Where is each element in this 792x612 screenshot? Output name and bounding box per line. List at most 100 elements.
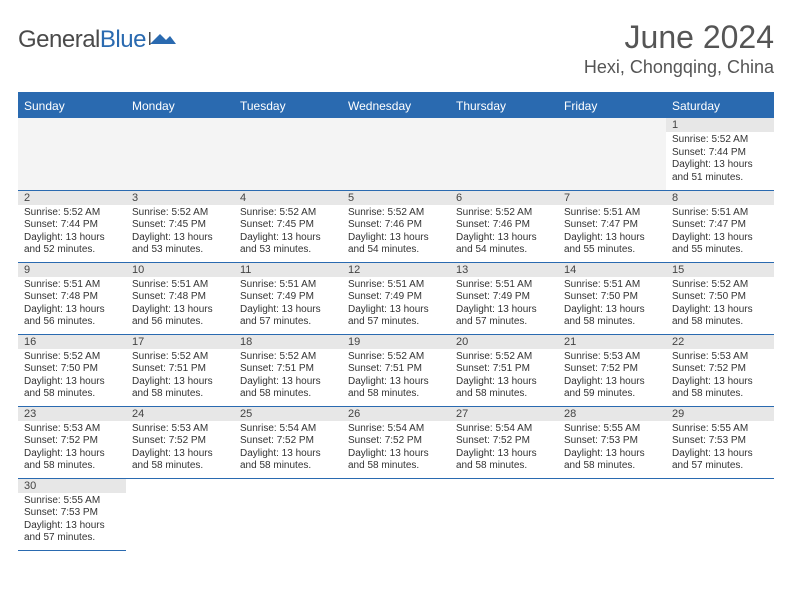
day-number: 10 [126,263,234,277]
calendar-day-cell [234,478,342,550]
calendar-day-cell [666,478,774,550]
day-details: Sunrise: 5:54 AMSunset: 7:52 PMDaylight:… [450,421,558,477]
day-number: 9 [18,263,126,277]
calendar-day-cell [342,118,450,190]
day-details: Sunrise: 5:51 AMSunset: 7:48 PMDaylight:… [126,277,234,333]
day-number: 26 [342,407,450,421]
calendar-day-cell: 24Sunrise: 5:53 AMSunset: 7:52 PMDayligh… [126,406,234,478]
day-details: Sunrise: 5:54 AMSunset: 7:52 PMDaylight:… [234,421,342,477]
day-details: Sunrise: 5:55 AMSunset: 7:53 PMDaylight:… [558,421,666,477]
calendar-day-cell: 4Sunrise: 5:52 AMSunset: 7:45 PMDaylight… [234,190,342,262]
calendar-day-cell: 5Sunrise: 5:52 AMSunset: 7:46 PMDaylight… [342,190,450,262]
day-number: 1 [666,118,774,132]
calendar-week-row: 16Sunrise: 5:52 AMSunset: 7:50 PMDayligh… [18,334,774,406]
title-block: June 2024 Hexi, Chongqing, China [584,20,774,78]
day-number: 21 [558,335,666,349]
calendar-day-cell: 28Sunrise: 5:55 AMSunset: 7:53 PMDayligh… [558,406,666,478]
calendar-day-cell: 8Sunrise: 5:51 AMSunset: 7:47 PMDaylight… [666,190,774,262]
calendar-day-cell [126,118,234,190]
day-details: Sunrise: 5:53 AMSunset: 7:52 PMDaylight:… [558,349,666,405]
day-details: Sunrise: 5:52 AMSunset: 7:50 PMDaylight:… [666,277,774,333]
day-number: 17 [126,335,234,349]
calendar-day-cell: 15Sunrise: 5:52 AMSunset: 7:50 PMDayligh… [666,262,774,334]
day-details: Sunrise: 5:52 AMSunset: 7:51 PMDaylight:… [342,349,450,405]
day-number: 6 [450,191,558,205]
day-details: Sunrise: 5:53 AMSunset: 7:52 PMDaylight:… [18,421,126,477]
day-number: 29 [666,407,774,421]
day-details: Sunrise: 5:53 AMSunset: 7:52 PMDaylight:… [126,421,234,477]
calendar-day-cell [450,478,558,550]
calendar-day-cell: 9Sunrise: 5:51 AMSunset: 7:48 PMDaylight… [18,262,126,334]
logo-text-blue: Blue [100,26,146,53]
day-details: Sunrise: 5:52 AMSunset: 7:44 PMDaylight:… [18,205,126,261]
day-number: 20 [450,335,558,349]
day-details: Sunrise: 5:52 AMSunset: 7:45 PMDaylight:… [126,205,234,261]
calendar-day-cell [234,118,342,190]
day-number: 7 [558,191,666,205]
day-details: Sunrise: 5:51 AMSunset: 7:47 PMDaylight:… [666,205,774,261]
calendar-day-cell: 1Sunrise: 5:52 AMSunset: 7:44 PMDaylight… [666,118,774,190]
day-details: Sunrise: 5:51 AMSunset: 7:49 PMDaylight:… [234,277,342,333]
calendar-day-cell: 2Sunrise: 5:52 AMSunset: 7:44 PMDaylight… [18,190,126,262]
day-details: Sunrise: 5:55 AMSunset: 7:53 PMDaylight:… [666,421,774,477]
day-number: 11 [234,263,342,277]
calendar-day-cell [450,118,558,190]
calendar-day-cell: 29Sunrise: 5:55 AMSunset: 7:53 PMDayligh… [666,406,774,478]
calendar-day-cell: 3Sunrise: 5:52 AMSunset: 7:45 PMDaylight… [126,190,234,262]
calendar-day-cell: 30Sunrise: 5:55 AMSunset: 7:53 PMDayligh… [18,478,126,550]
calendar-table: SundayMondayTuesdayWednesdayThursdayFrid… [18,92,774,551]
calendar-day-cell: 12Sunrise: 5:51 AMSunset: 7:49 PMDayligh… [342,262,450,334]
day-details: Sunrise: 5:51 AMSunset: 7:50 PMDaylight:… [558,277,666,333]
day-number: 12 [342,263,450,277]
day-details: Sunrise: 5:54 AMSunset: 7:52 PMDaylight:… [342,421,450,477]
weekday-header: Wednesday [342,93,450,118]
day-details: Sunrise: 5:51 AMSunset: 7:49 PMDaylight:… [342,277,450,333]
calendar-day-cell [342,478,450,550]
day-number: 16 [18,335,126,349]
logo: GeneralBlue [18,26,178,54]
day-number: 28 [558,407,666,421]
day-number: 30 [18,479,126,493]
calendar-week-row: 9Sunrise: 5:51 AMSunset: 7:48 PMDaylight… [18,262,774,334]
day-number: 15 [666,263,774,277]
calendar-day-cell: 13Sunrise: 5:51 AMSunset: 7:49 PMDayligh… [450,262,558,334]
calendar-day-cell: 11Sunrise: 5:51 AMSunset: 7:49 PMDayligh… [234,262,342,334]
weekday-header: Saturday [666,93,774,118]
day-number: 27 [450,407,558,421]
calendar-day-cell: 17Sunrise: 5:52 AMSunset: 7:51 PMDayligh… [126,334,234,406]
day-details: Sunrise: 5:55 AMSunset: 7:53 PMDaylight:… [18,493,126,549]
calendar-day-cell [558,118,666,190]
calendar-day-cell: 21Sunrise: 5:53 AMSunset: 7:52 PMDayligh… [558,334,666,406]
day-details: Sunrise: 5:51 AMSunset: 7:47 PMDaylight:… [558,205,666,261]
calendar-day-cell: 6Sunrise: 5:52 AMSunset: 7:46 PMDaylight… [450,190,558,262]
day-details: Sunrise: 5:52 AMSunset: 7:51 PMDaylight:… [234,349,342,405]
day-number: 25 [234,407,342,421]
day-details: Sunrise: 5:51 AMSunset: 7:49 PMDaylight:… [450,277,558,333]
day-details: Sunrise: 5:52 AMSunset: 7:46 PMDaylight:… [342,205,450,261]
day-details: Sunrise: 5:52 AMSunset: 7:44 PMDaylight:… [666,132,774,188]
calendar-week-row: 23Sunrise: 5:53 AMSunset: 7:52 PMDayligh… [18,406,774,478]
calendar-day-cell: 18Sunrise: 5:52 AMSunset: 7:51 PMDayligh… [234,334,342,406]
day-number: 23 [18,407,126,421]
day-number: 14 [558,263,666,277]
day-number: 22 [666,335,774,349]
day-number: 2 [18,191,126,205]
day-number: 18 [234,335,342,349]
day-number: 5 [342,191,450,205]
calendar-day-cell [126,478,234,550]
calendar-day-cell [558,478,666,550]
calendar-day-cell: 25Sunrise: 5:54 AMSunset: 7:52 PMDayligh… [234,406,342,478]
weekday-header-row: SundayMondayTuesdayWednesdayThursdayFrid… [18,93,774,118]
logo-text-gray: General [18,26,100,53]
logo-flag-icon [148,30,178,50]
weekday-header: Tuesday [234,93,342,118]
calendar-day-cell: 14Sunrise: 5:51 AMSunset: 7:50 PMDayligh… [558,262,666,334]
day-details: Sunrise: 5:53 AMSunset: 7:52 PMDaylight:… [666,349,774,405]
day-details: Sunrise: 5:52 AMSunset: 7:50 PMDaylight:… [18,349,126,405]
weekday-header: Thursday [450,93,558,118]
calendar-day-cell: 10Sunrise: 5:51 AMSunset: 7:48 PMDayligh… [126,262,234,334]
calendar-day-cell: 20Sunrise: 5:52 AMSunset: 7:51 PMDayligh… [450,334,558,406]
location: Hexi, Chongqing, China [584,57,774,78]
calendar-week-row: 2Sunrise: 5:52 AMSunset: 7:44 PMDaylight… [18,190,774,262]
calendar-day-cell: 27Sunrise: 5:54 AMSunset: 7:52 PMDayligh… [450,406,558,478]
